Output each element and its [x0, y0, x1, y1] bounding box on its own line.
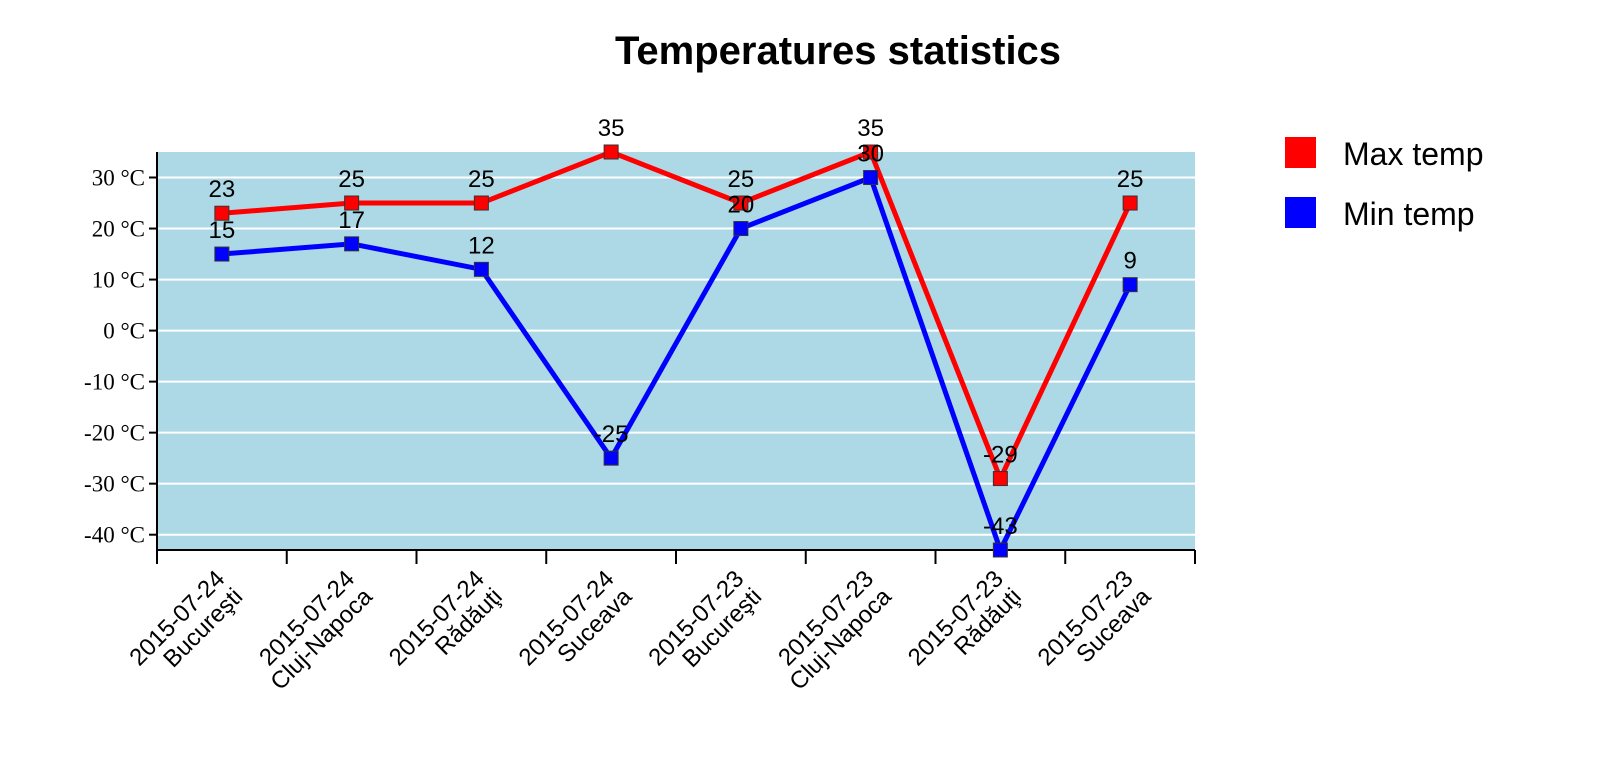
data-point	[992, 471, 1008, 487]
x-tick-label: 2015-07-24Suceava	[514, 565, 638, 689]
x-tick-label: 2015-07-24Bucureşti	[124, 565, 248, 689]
data-label: 35	[857, 115, 884, 142]
x-tick-label: 2015-07-24Cluj-Napoca	[248, 565, 379, 696]
data-point	[344, 236, 360, 252]
y-tick-label: -30 °C	[84, 472, 145, 497]
data-label: 30	[857, 141, 884, 168]
y-tick-label: -10 °C	[84, 370, 145, 395]
y-tick-label: -40 °C	[84, 523, 145, 548]
data-point	[473, 261, 489, 277]
x-tick-label: 2015-07-23Cluj-Napoca	[767, 565, 898, 696]
y-tick-label: 30 °C	[92, 166, 145, 191]
data-label: 25	[1117, 166, 1144, 193]
data-label: 25	[338, 166, 365, 193]
chart-title: Temperatures statistics	[615, 29, 1061, 73]
data-label: 12	[468, 232, 495, 259]
x-tick-label: 2015-07-23Rădăuţi	[903, 565, 1027, 689]
y-tick-label: 0 °C	[103, 319, 145, 344]
data-point	[473, 195, 489, 211]
data-label: -29	[983, 442, 1018, 469]
series-line	[221, 174, 1133, 557]
x-tick-label: 2015-07-23Suceava	[1033, 565, 1157, 689]
data-label: 20	[728, 192, 755, 219]
data-point	[603, 450, 619, 466]
data-label: -43	[983, 513, 1018, 540]
data-point	[733, 195, 749, 211]
data-point	[992, 542, 1008, 558]
y-tick-label: 10 °C	[92, 268, 145, 293]
x-tick-label: 2015-07-24Rădăuţi	[384, 565, 508, 689]
data-point	[214, 205, 230, 221]
series-layer: 23 25 25 35 25 35 -29 25 15 17 12 -25 20 30 -43 9	[209, 115, 1144, 558]
data-label: 23	[209, 176, 236, 203]
data-point	[344, 195, 360, 211]
data-label: 35	[598, 115, 625, 142]
legend-swatch	[1285, 197, 1316, 228]
legend: Max temp Min temp	[1285, 136, 1483, 232]
legend-swatch	[1285, 137, 1316, 168]
data-label: 25	[468, 166, 495, 193]
plot-background	[157, 152, 1195, 550]
y-tick-label: 20 °C	[92, 217, 145, 242]
legend-label: Max temp	[1343, 136, 1483, 172]
data-label: 15	[209, 217, 236, 244]
data-point	[733, 221, 749, 237]
data-point	[214, 246, 230, 262]
data-label: 9	[1123, 248, 1136, 275]
data-point	[1122, 277, 1138, 293]
x-tick-label: 2015-07-23Bucureşti	[643, 565, 767, 689]
data-point	[863, 170, 879, 186]
y-tick-label: -20 °C	[84, 421, 145, 446]
legend-label: Min temp	[1343, 196, 1475, 232]
data-point	[863, 144, 879, 160]
data-label: 17	[338, 207, 365, 234]
data-label: -25	[594, 421, 629, 448]
grid-lines	[157, 176, 1195, 536]
data-label: 25	[728, 166, 755, 193]
data-point	[1122, 195, 1138, 211]
series-line	[221, 148, 1133, 485]
data-point	[603, 144, 619, 160]
